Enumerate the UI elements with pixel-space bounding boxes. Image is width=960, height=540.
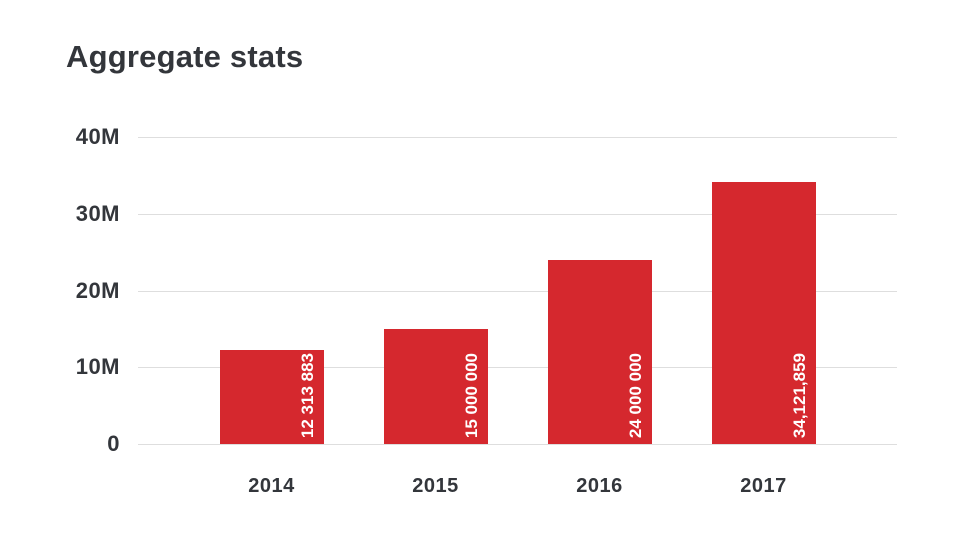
bars-group: 12 313 883 15 000 000 24 000 000 34,121,859 [138, 137, 897, 444]
x-axis: 2014 2015 2016 2017 [138, 475, 897, 498]
bar-2014: 12 313 883 [219, 349, 324, 444]
bar-value-label: 24 000 000 [625, 352, 645, 438]
bar-2017: 34,121,859 [711, 182, 816, 444]
gridline [138, 367, 897, 369]
y-axis-tick-label: 30M [75, 200, 120, 226]
gridline [138, 137, 897, 138]
bar-2015: 15 000 000 [383, 328, 488, 444]
bar-2016: 24 000 000 [547, 259, 652, 444]
bar-value-label: 15 000 000 [461, 352, 481, 438]
bar-value-label: 12 313 883 [297, 352, 317, 438]
x-axis-label-2017: 2017 [740, 475, 787, 497]
y-axis-tick-label: 0 [107, 431, 120, 456]
gridline [138, 444, 897, 445]
gridline [138, 213, 897, 215]
y-axis-tick-label: 20M [75, 277, 120, 303]
chart-title: Aggregate stats [66, 39, 304, 74]
bar-value-label: 34,121,859 [789, 352, 809, 438]
plot-area: 40M 30M 20M 10M 0 12 313 883 15 000 000 24 000 … [76, 124, 897, 456]
y-axis-tick-label: 40M [75, 124, 120, 149]
x-axis-label-2014: 2014 [248, 475, 295, 497]
x-axis-label-2016: 2016 [576, 475, 623, 497]
y-axis-tick-label: 10M [75, 354, 120, 380]
x-axis-label-2015: 2015 [412, 475, 459, 497]
gridline [138, 290, 897, 292]
